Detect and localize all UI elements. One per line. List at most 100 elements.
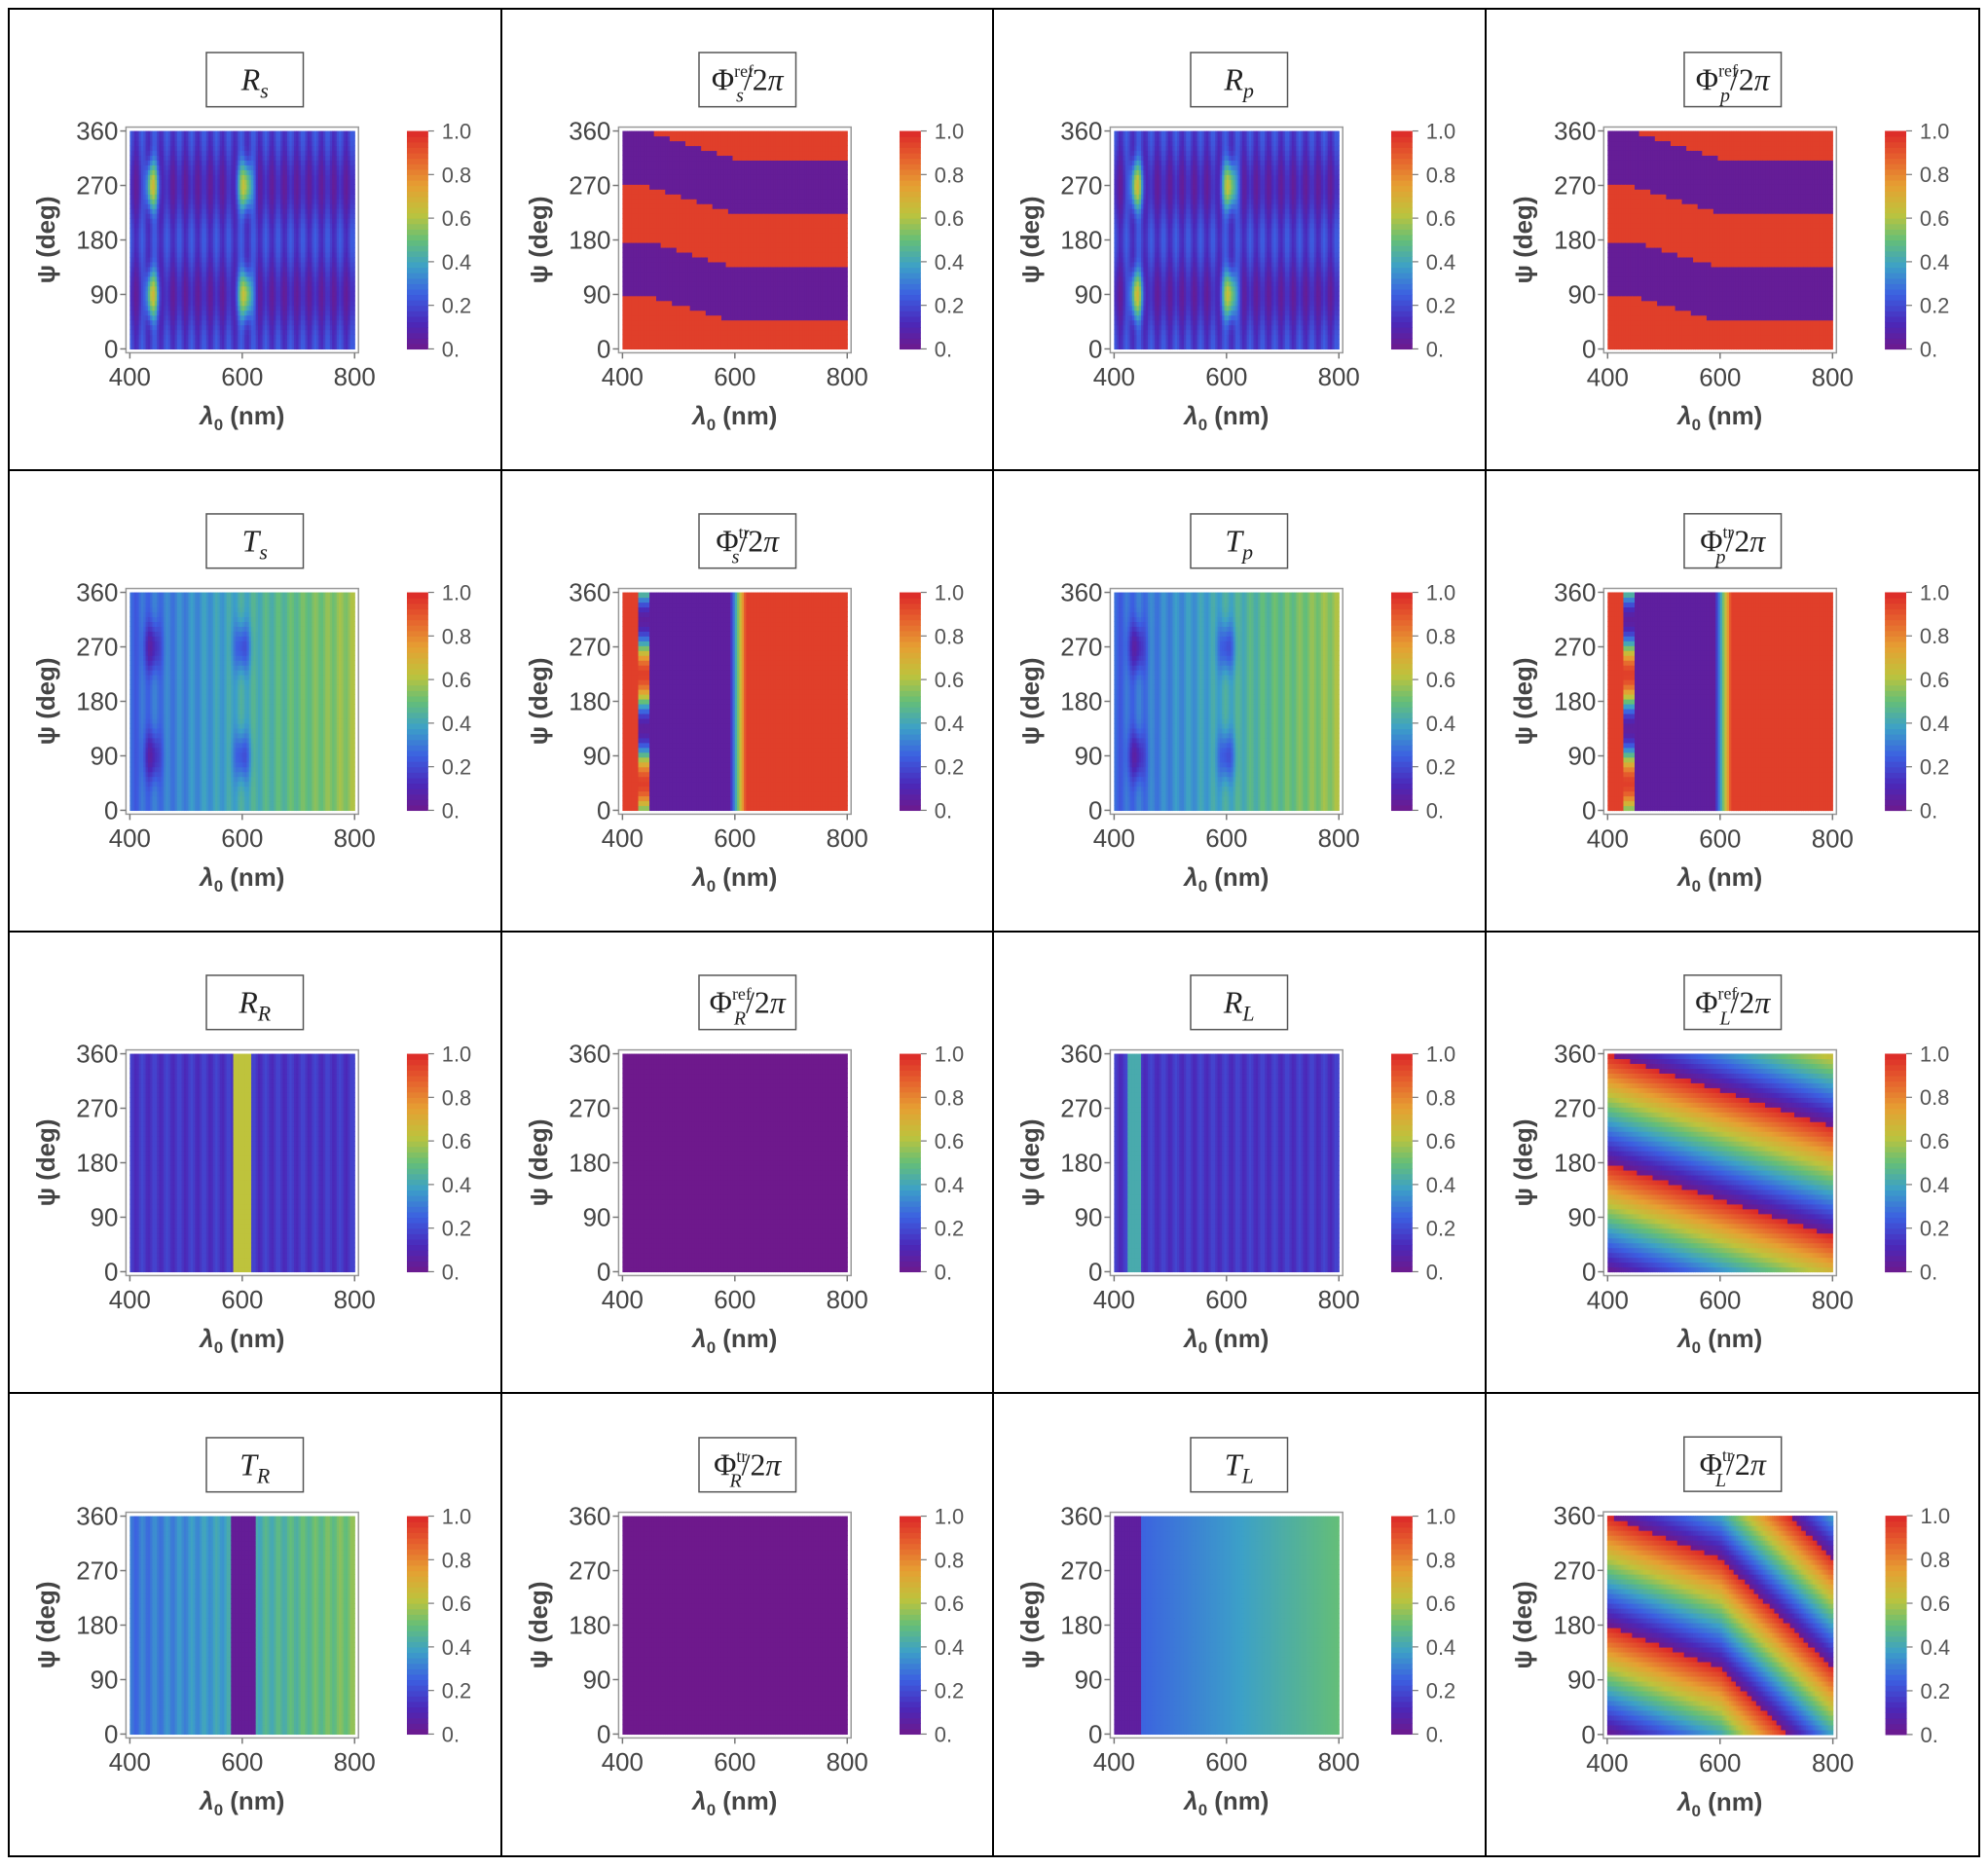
colorbar-tick-label: 0.2: [442, 294, 471, 318]
x-tick-label: 800: [334, 364, 376, 391]
x-axis-label: λ0 (nm): [198, 403, 284, 434]
title-base: R: [240, 63, 260, 97]
heatmap-cell: [352, 228, 355, 234]
heatmap: [622, 131, 847, 349]
heatmap-cell: [352, 252, 355, 258]
colorbar-segment: [407, 153, 428, 159]
heatmap-cell: [352, 223, 355, 229]
heatmap-cell: [352, 262, 355, 268]
panel-1: Rs 0 90 180 270 360 400 600 800 λ0 (nm) ψ (deg) 0. 0…: [10, 10, 502, 471]
colorbar-segment: [407, 283, 428, 289]
heatmap-cell: [352, 160, 355, 165]
heatmap-cell: [352, 286, 355, 292]
x-tick-label: 400: [109, 364, 151, 391]
heatmap-cell: [352, 145, 355, 151]
colorbar-segment: [407, 169, 428, 175]
heatmap-cell: [352, 325, 355, 331]
heatmap-cell: [352, 131, 355, 137]
colorbar-segment: [407, 300, 428, 306]
colorbar-segment: [407, 218, 428, 224]
colorbar-segment: [407, 180, 428, 186]
heatmap-cell: [352, 136, 355, 142]
heatmap-cell: [352, 272, 355, 277]
heatmap-cell: [352, 141, 355, 147]
colorbar-segment: [407, 197, 428, 202]
colorbar-segment: [407, 142, 428, 148]
colorbar-segment: [407, 207, 428, 213]
heatmap-cell: [352, 339, 355, 345]
panel-title: Φref s/2π: [698, 53, 795, 107]
heatmap-cell: [352, 184, 355, 190]
heatmap-cell: [352, 213, 355, 219]
colorbar-segment: [407, 251, 428, 257]
title-pi: π: [767, 63, 784, 97]
heatmap-cell: [352, 169, 355, 175]
colorbar-tick-label: 0.4: [442, 250, 471, 275]
colorbar-segment: [407, 338, 428, 344]
colorbar-segment: [407, 262, 428, 268]
heatmap-cell: [352, 179, 355, 185]
heatmap-cell: [352, 335, 355, 341]
heatmap-cell: [352, 276, 355, 282]
heatmap-cell: [352, 150, 355, 156]
colorbar-segment: [407, 229, 428, 235]
colorbar-segment: [407, 344, 428, 349]
y-tick-label: 180: [76, 227, 118, 254]
heatmap-cell: [352, 189, 355, 195]
colorbar-segment: [407, 201, 428, 207]
title-sub: s: [260, 79, 269, 103]
heatmap-cell: [352, 344, 355, 349]
heatmap-cell: [352, 233, 355, 238]
heatmap-cell: [352, 330, 355, 336]
title-suffix: /2: [743, 63, 767, 97]
colorbar-tick-label: 0.6: [442, 206, 471, 231]
colorbar-segment: [407, 239, 428, 245]
heatmap-cell: [352, 281, 355, 287]
heatmap-cell: [352, 242, 355, 248]
colorbar-tick-label: 1.0: [442, 120, 471, 144]
heatmap: [129, 131, 354, 349]
heatmap-cell: [352, 320, 355, 326]
heatmap-cell: [352, 199, 355, 204]
colorbar-segment: [407, 278, 428, 284]
heatmap-cell: [352, 208, 355, 214]
colorbar-segment: [407, 235, 428, 240]
heatmap-cell: [352, 257, 355, 263]
heatmap-cell: [352, 218, 355, 224]
heatmap-cell: [352, 301, 355, 307]
y-tick-label: 270: [76, 172, 118, 200]
colorbar-segment: [407, 294, 428, 300]
panel-2: Φref s/2π 0 90 180 270 360 400 600 800 λ0 (nm) ψ (d…: [502, 10, 995, 471]
heatmap-cell: [352, 311, 355, 316]
heatmap-cell: [352, 238, 355, 243]
colorbar-segment: [407, 273, 428, 278]
heatmap-cell: [352, 247, 355, 253]
heatmap-cell: [352, 194, 355, 200]
colorbar-segment: [407, 316, 428, 322]
heatmap-cell: [352, 296, 355, 302]
colorbar-segment: [407, 256, 428, 262]
colorbar-segment: [407, 327, 428, 333]
colorbar-segment: [407, 164, 428, 169]
colorbar-segment: [407, 136, 428, 142]
colorbar-tick-label: 0.8: [442, 163, 471, 187]
colorbar-segment: [407, 333, 428, 339]
colorbar-segment: [407, 131, 428, 137]
heatmap-cell: [352, 291, 355, 297]
colorbar-segment: [407, 267, 428, 273]
title-base: Φ: [711, 63, 733, 97]
y-tick-label: 360: [76, 119, 118, 146]
heatmap-cell: [352, 203, 355, 209]
colorbar-segment: [407, 245, 428, 251]
heatmap-cell: [352, 165, 355, 170]
heatmap-cell: [352, 155, 355, 161]
colorbar-segment: [407, 147, 428, 153]
figure-grid: Rs 0 90 180 270 360 400 600 800 λ0 (nm) ψ (deg) 0. 0…: [8, 8, 1980, 1857]
colorbar: 0.0.20.40.60.81.0: [407, 120, 471, 362]
heatmap-cell: [352, 306, 355, 311]
colorbar-segment: [407, 289, 428, 295]
y-tick-label: 0: [104, 336, 118, 363]
colorbar-segment: [407, 224, 428, 230]
heatmap-cell: [352, 267, 355, 273]
